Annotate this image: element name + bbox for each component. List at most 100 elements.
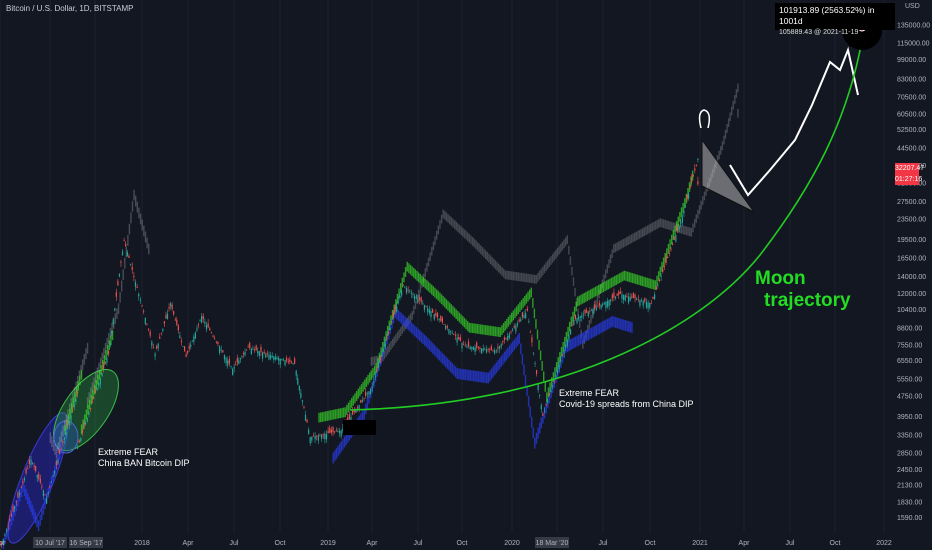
ghost-candle [614,243,617,253]
candle [428,309,430,314]
candle [684,205,687,207]
blue-candle [28,497,30,508]
green-candle [66,419,68,430]
candle [146,323,148,325]
candle [15,500,17,502]
candle [156,346,158,349]
green-candle [80,369,83,380]
candle [115,291,117,297]
blue-candle [606,318,609,330]
candle [597,306,599,308]
candle [147,328,150,330]
ghost-candle [693,218,696,228]
y-tick-label: 7550.00 [897,342,922,349]
candle [284,360,286,366]
blue-candle [573,337,575,349]
ghost-candle [81,359,84,371]
blue-candle [414,325,416,337]
blue-candle [44,498,46,510]
blue-candle [20,486,23,497]
blue-candle [574,336,577,348]
candle [233,366,235,369]
candle [692,174,694,177]
x-highlight-label: 10 Jul '17 [35,540,65,547]
candle [136,286,138,288]
blue-candle [587,329,589,341]
ghost-candle [551,254,554,263]
ghost-candle [135,195,137,207]
ghost-candle [629,235,631,245]
blue-candle [476,370,478,382]
candle [260,347,262,352]
candle [180,340,183,342]
green-candle [414,269,417,280]
candle [438,319,440,321]
blue-candle [36,516,38,528]
candle [423,304,426,310]
ghost-candle [88,392,90,404]
y-tick-label: 2850.00 [897,450,922,457]
ghost-candle [385,348,387,357]
x-tick-label: Apr [183,540,195,547]
candle [565,345,567,348]
green-candle [535,319,537,329]
candle [72,409,74,411]
candle [571,324,573,326]
candle [350,416,352,422]
candle [319,434,321,436]
blue-candle [435,346,437,358]
green-candle [524,295,526,306]
ghost-candle [553,252,555,261]
green-candle [633,273,635,284]
ghost-candle [582,340,584,349]
candle [675,235,677,242]
ghost-candle [447,214,449,223]
ghost-candle [104,342,107,354]
candle [83,423,85,428]
candle [520,319,522,321]
candle [28,460,30,465]
gray-triangle [701,138,755,213]
blue-candle [603,320,606,332]
green-candle [435,289,438,300]
candle [330,429,332,433]
x-tick-label: Jul [786,540,795,547]
blue-candle [616,317,618,329]
candle [487,349,489,351]
candle [402,285,404,286]
ghost-candle [654,221,657,230]
candle [611,294,613,299]
green-candle [515,306,518,317]
candle [363,397,365,399]
ghost-candle [109,328,112,339]
candle [14,506,16,509]
candle [168,307,170,309]
candle [298,385,300,391]
candle [42,490,45,497]
green-candle [422,277,425,287]
green-candle [547,387,550,398]
candle [33,465,35,468]
candle [361,400,364,403]
blue-candle [440,351,442,363]
candle [387,332,390,334]
blue-candle [423,334,426,346]
candle [624,295,626,301]
ghost-candle [720,146,722,155]
blue-candle [401,313,403,325]
blue-candle [404,316,406,328]
green-candle [585,292,587,302]
candle [152,347,155,348]
ghost-candle [375,356,377,365]
y-tick-label: 2130.00 [897,483,922,490]
candle [201,316,203,323]
blue-candle [467,369,470,381]
green-candle [664,252,666,263]
candle [381,354,383,356]
ghost-candle [489,255,492,265]
green-candle [636,274,639,285]
green-candle [583,292,585,303]
ghost-candle [418,289,420,299]
ghost-candle [512,271,515,281]
